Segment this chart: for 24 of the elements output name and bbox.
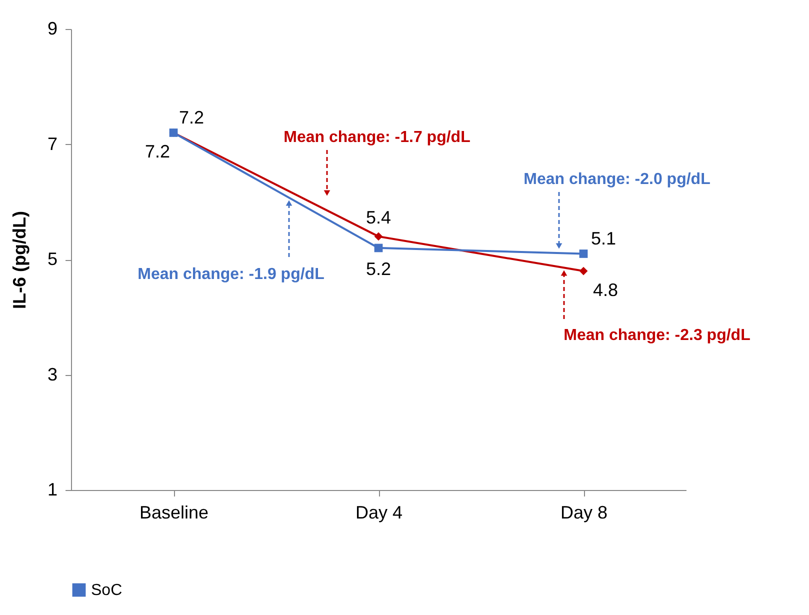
- annotation: Mean change: -2.0 pg/dL: [524, 171, 711, 188]
- data-label: 4.8: [592, 280, 618, 300]
- point: [374, 244, 383, 252]
- annotation: Mean change: -2.3 pg/dL: [564, 327, 751, 344]
- legend-label: SoC: [91, 582, 122, 599]
- y-axis-title: IL-6 (pg/dL): [9, 211, 30, 309]
- data-label: 5.4: [366, 207, 392, 228]
- data-label: 7.2: [178, 108, 204, 128]
- annotation: Mean change: -1.7 pg/dL: [284, 129, 471, 146]
- data-label: 7.2: [144, 142, 170, 162]
- y-tick-label: 5: [47, 249, 58, 269]
- y-tick-label: 3: [47, 364, 58, 384]
- x-tick-label: Baseline: [139, 502, 209, 522]
- y-tick-label: 9: [47, 18, 58, 38]
- x-tick-label: Day 4: [355, 502, 403, 522]
- annotation: Mean change: -1.9 pg/dL: [138, 266, 325, 283]
- y-tick-label: 1: [47, 480, 58, 500]
- data-label: 5.1: [590, 228, 616, 249]
- point: [579, 250, 588, 258]
- y-tick-label: 7: [47, 134, 58, 154]
- point: [579, 266, 588, 276]
- x-tick-label: Day 8: [560, 502, 608, 522]
- point: [374, 232, 383, 241]
- data-label: 5.2: [366, 258, 392, 279]
